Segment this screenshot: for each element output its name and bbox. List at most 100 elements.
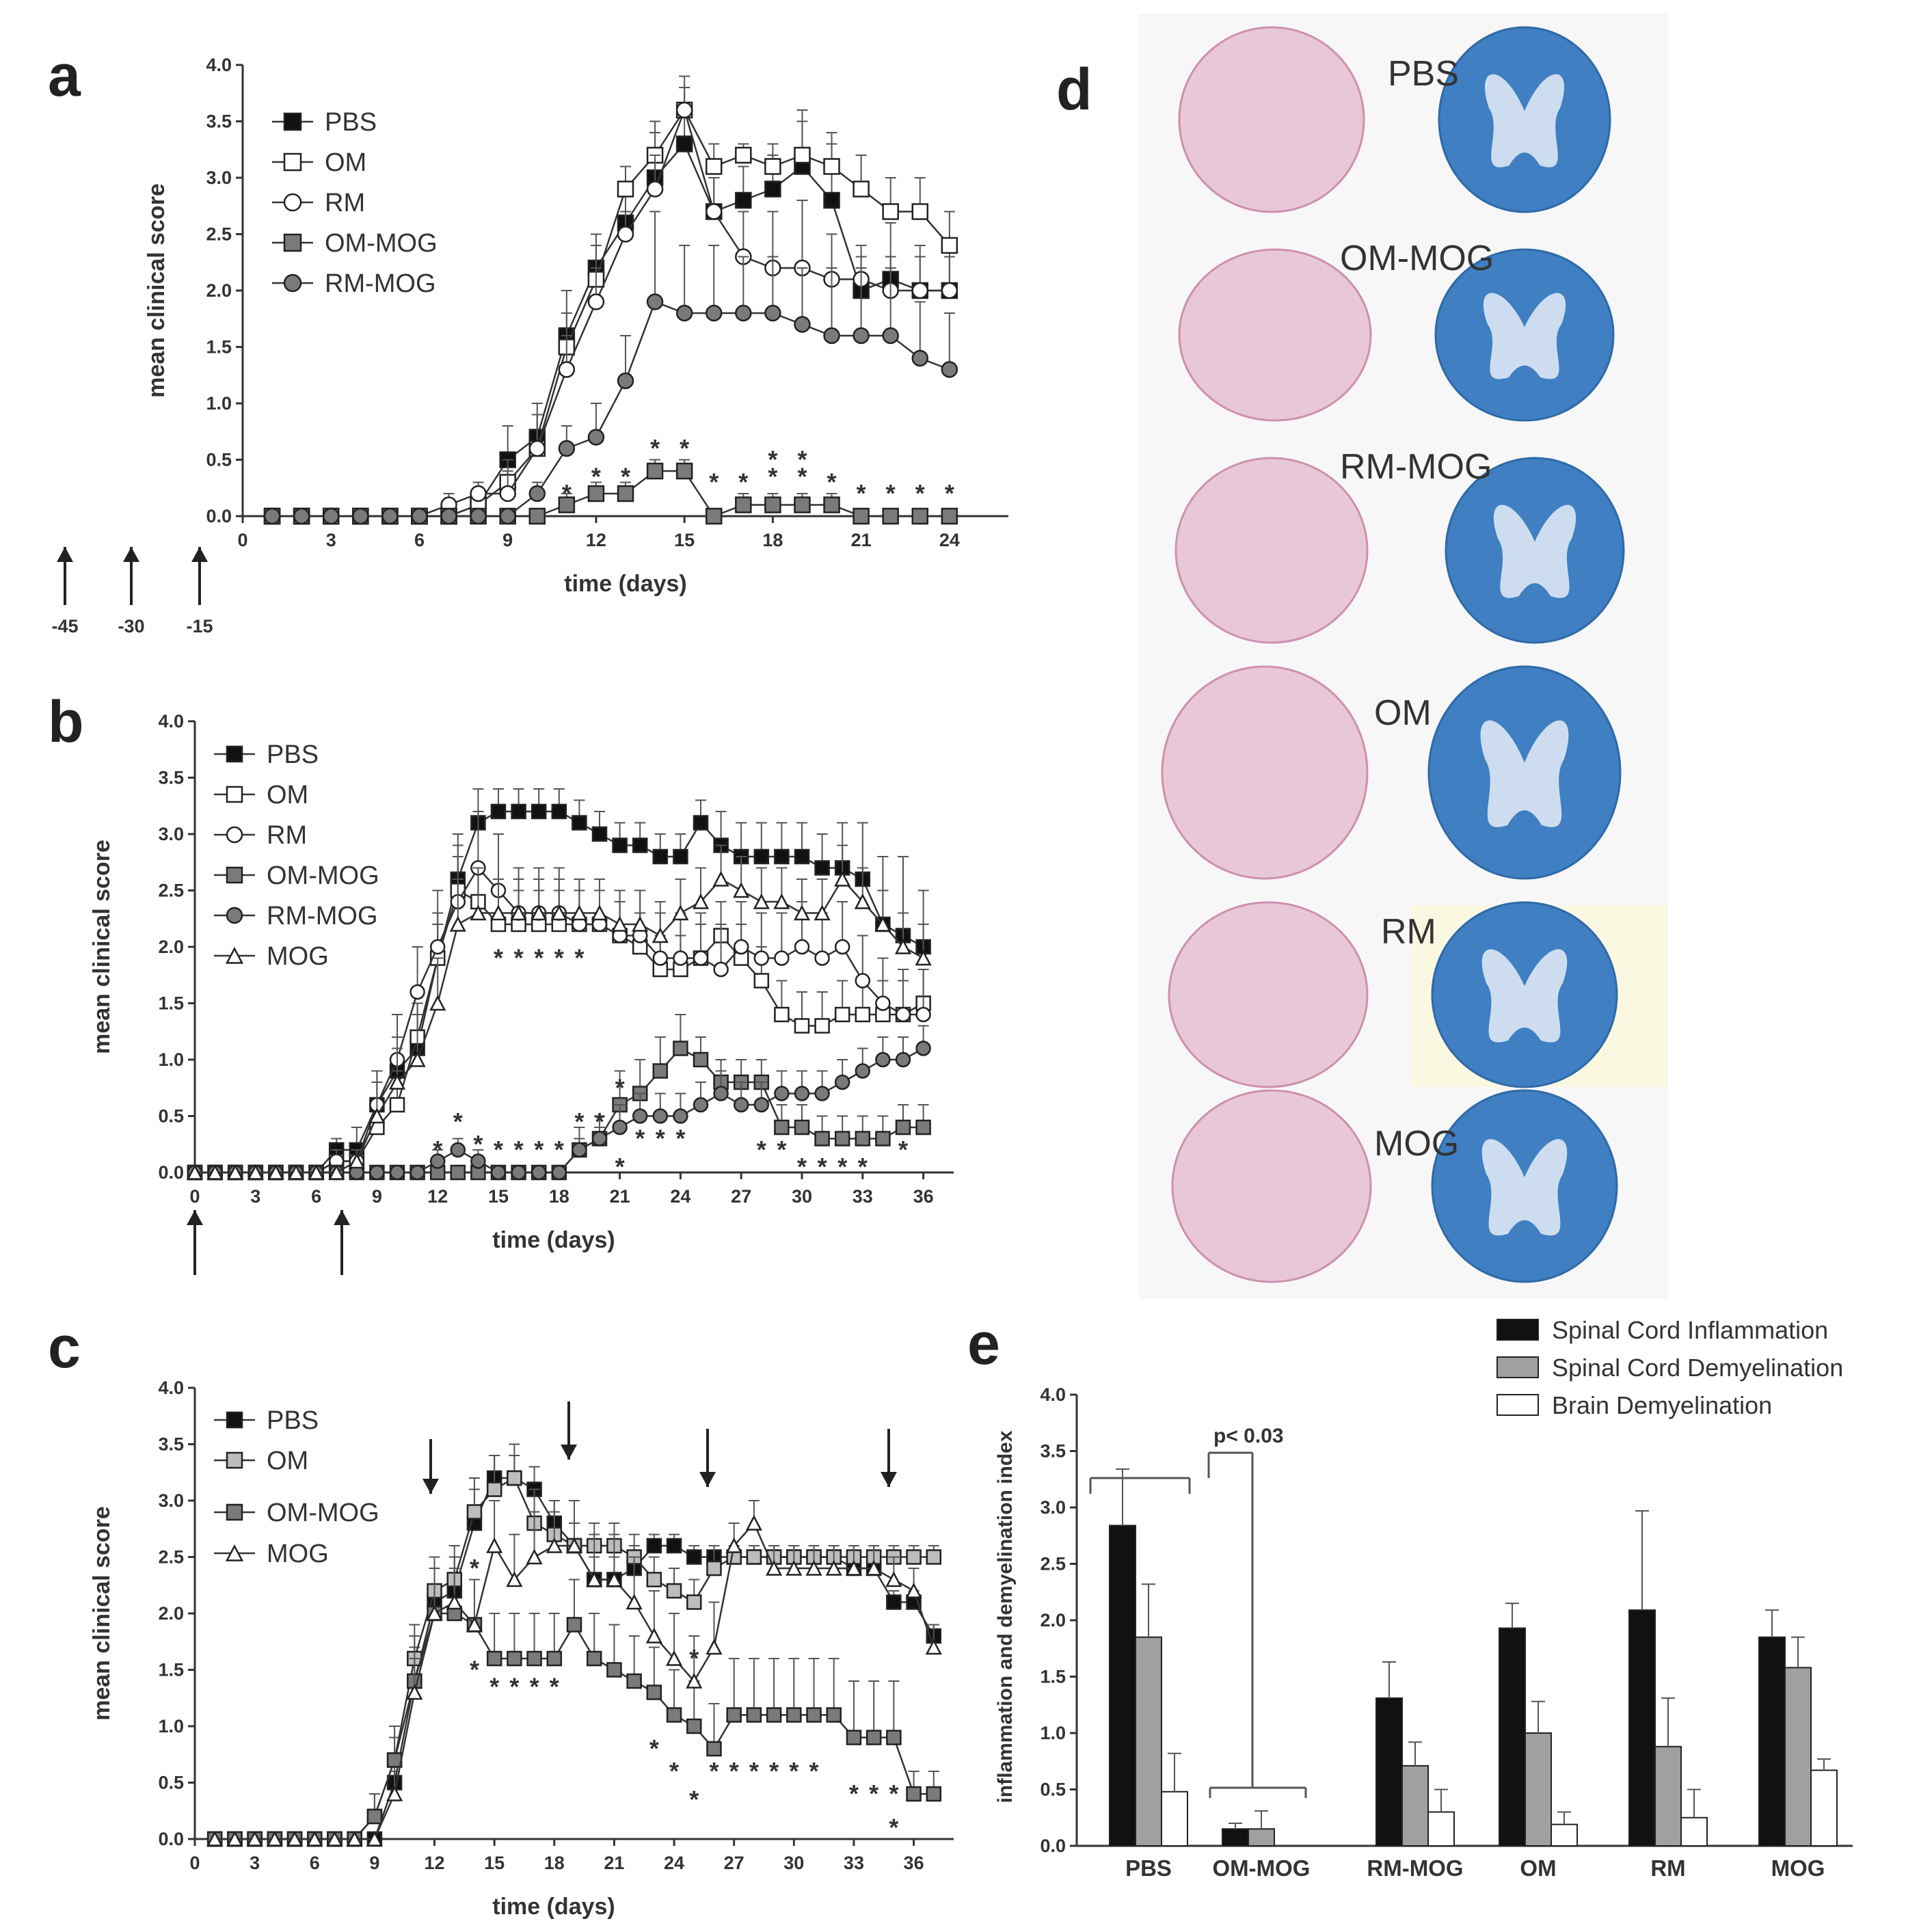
data-point bbox=[764, 158, 781, 175]
x-tick-label: 0 bbox=[237, 530, 247, 550]
y-tick-label: 1.5 bbox=[158, 1660, 184, 1680]
data-point bbox=[766, 1559, 783, 1576]
data-point bbox=[366, 1830, 383, 1847]
data-point bbox=[825, 1559, 842, 1576]
he-stained-section bbox=[1171, 1089, 1372, 1283]
data-point bbox=[551, 1164, 567, 1181]
data-point bbox=[612, 837, 628, 853]
legend-item: PBS bbox=[214, 740, 319, 769]
data-point bbox=[854, 893, 871, 909]
data-point bbox=[440, 507, 457, 525]
x-tick-label: 33 bbox=[844, 1853, 864, 1873]
data-point bbox=[814, 1018, 830, 1034]
significance-asterisk: * bbox=[729, 1757, 739, 1785]
significance-asterisk: * bbox=[898, 1136, 908, 1164]
data-point bbox=[823, 191, 840, 209]
x-tick-label: 18 bbox=[549, 1186, 569, 1207]
data-point bbox=[686, 1718, 702, 1734]
legend-item: OM bbox=[214, 781, 308, 809]
panel-label-d: d bbox=[1056, 57, 1092, 122]
bar bbox=[1680, 1816, 1708, 1847]
legend-item: RM-MOG bbox=[272, 269, 436, 298]
data-point bbox=[306, 1830, 323, 1847]
data-point bbox=[764, 496, 781, 513]
y-tick-label: 2.0 bbox=[158, 1603, 184, 1624]
data-point bbox=[666, 1538, 682, 1554]
x-tick-label: OM bbox=[1520, 1855, 1556, 1881]
legend-marker bbox=[226, 786, 243, 803]
data-point bbox=[766, 1707, 782, 1723]
legend-marker bbox=[283, 152, 302, 172]
data-point bbox=[733, 1097, 749, 1113]
y-tick-label: 2.5 bbox=[206, 224, 232, 245]
data-point bbox=[606, 1662, 622, 1678]
data-point bbox=[499, 485, 516, 502]
data-point bbox=[591, 904, 608, 921]
x-tick-label: 12 bbox=[425, 1853, 445, 1873]
y-tick-label: 1.5 bbox=[206, 337, 232, 358]
data-point bbox=[894, 938, 912, 954]
data-point bbox=[632, 915, 649, 932]
data-point bbox=[733, 939, 749, 955]
x-tick-label: 3 bbox=[250, 1186, 260, 1207]
data-point bbox=[328, 1164, 345, 1180]
x-axis-title: time (days) bbox=[492, 1894, 615, 1920]
data-point bbox=[369, 1164, 385, 1181]
data-point bbox=[429, 1153, 446, 1169]
data-point bbox=[511, 1164, 526, 1181]
significance-asterisk: * bbox=[554, 1136, 564, 1164]
legend-marker bbox=[283, 273, 302, 293]
y-axis-title: mean clinical score bbox=[144, 183, 170, 398]
data-point bbox=[286, 1830, 304, 1847]
significance-asterisk: * bbox=[869, 1780, 878, 1808]
y-axis-title: inflammation and demyelination index bbox=[994, 1430, 1017, 1803]
significance-asterisk: * bbox=[591, 462, 601, 490]
data-point bbox=[706, 1560, 722, 1577]
x-tick-label: 3 bbox=[326, 530, 336, 550]
y-tick-label: 0.0 bbox=[158, 1829, 184, 1849]
arrow-head bbox=[57, 547, 73, 562]
x-tick-label: MOG bbox=[1771, 1855, 1825, 1881]
section-label: OM bbox=[1374, 693, 1432, 733]
data-point bbox=[429, 995, 446, 1011]
grey-matter bbox=[1493, 505, 1576, 598]
data-point bbox=[713, 1086, 729, 1101]
data-point bbox=[546, 1537, 563, 1553]
significance-asterisk: * bbox=[768, 462, 777, 490]
data-point bbox=[882, 203, 899, 220]
y-tick-label: 0.0 bbox=[158, 1162, 184, 1183]
data-point bbox=[853, 507, 870, 525]
data-point bbox=[941, 237, 958, 254]
data-point bbox=[450, 1142, 466, 1158]
bar bbox=[1375, 1697, 1403, 1847]
significance-asterisk: * bbox=[615, 1073, 625, 1101]
legend-label: PBS bbox=[267, 1406, 319, 1435]
x-tick-label: 18 bbox=[762, 530, 783, 550]
data-point bbox=[675, 101, 693, 119]
x-tick-label: 15 bbox=[484, 1853, 505, 1873]
data-point bbox=[558, 440, 576, 457]
data-point bbox=[753, 1097, 770, 1113]
data-point bbox=[386, 1752, 403, 1768]
x-tick-label: 30 bbox=[783, 1853, 804, 1873]
section-row: RM-MOG bbox=[1175, 447, 1625, 644]
y-tick-label: 2.5 bbox=[1040, 1554, 1066, 1574]
y-tick-label: 4.0 bbox=[1040, 1384, 1066, 1405]
x-tick-label: 15 bbox=[674, 530, 695, 550]
y-tick-label: 1.5 bbox=[158, 993, 184, 1014]
x-tick-label: 0 bbox=[189, 1186, 200, 1207]
data-point bbox=[673, 1108, 688, 1124]
bar bbox=[1248, 1828, 1275, 1847]
data-point bbox=[470, 485, 487, 502]
bar bbox=[1401, 1765, 1429, 1847]
legend-marker bbox=[226, 907, 243, 924]
significance-asterisk: * bbox=[433, 1136, 442, 1164]
legend-label: OM bbox=[267, 781, 308, 809]
data-point bbox=[774, 950, 790, 966]
significance-asterisk: * bbox=[615, 1153, 625, 1181]
data-point bbox=[693, 950, 709, 966]
significance-asterisk: * bbox=[797, 462, 807, 490]
data-point bbox=[646, 180, 664, 198]
data-point bbox=[834, 1074, 850, 1090]
significance-asterisk: * bbox=[530, 1672, 539, 1700]
